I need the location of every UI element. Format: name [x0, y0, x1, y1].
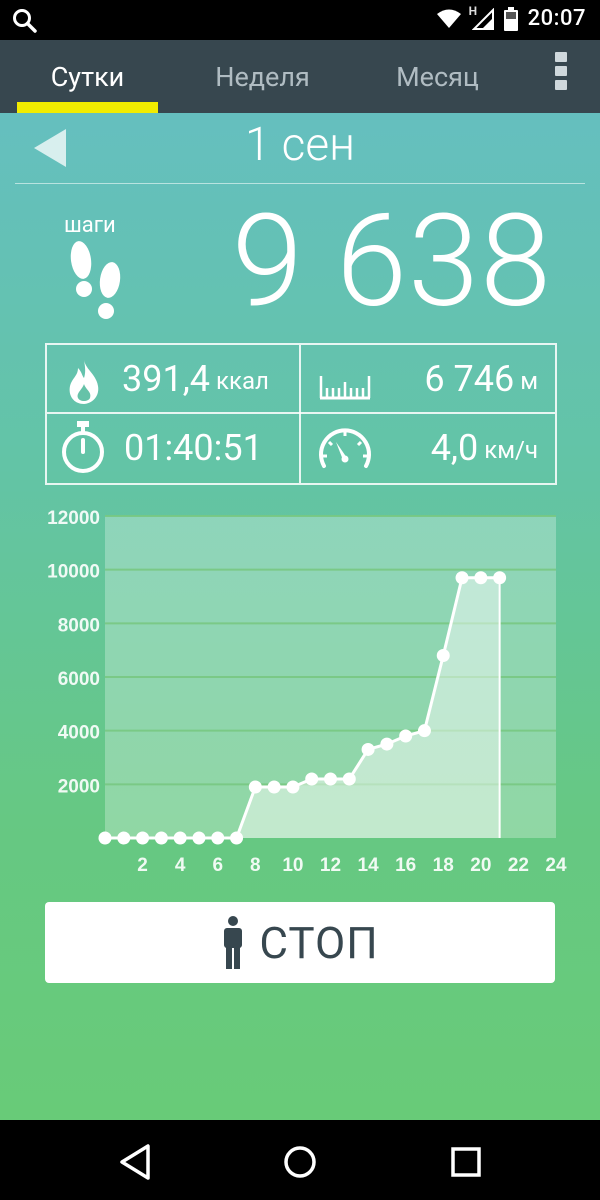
chart-data-point [305, 772, 319, 786]
network-type-label: H [468, 3, 478, 18]
chart-x-tick-label: 8 [250, 855, 261, 876]
ruler-icon [319, 376, 371, 400]
stop-button[interactable]: СТОП [45, 902, 555, 983]
chart-series-area [105, 577, 500, 838]
calories-unit: ккал [216, 366, 269, 395]
chart-data-point [361, 742, 375, 756]
distance-value: 6 746 [424, 357, 515, 400]
chart-x-tick-label: 12 [320, 855, 341, 876]
stop-button-label: СТОП [259, 916, 379, 969]
footprints-icon [70, 241, 121, 319]
duration-value: 01:40:51 [124, 426, 263, 469]
chart-x-tick-label: 20 [470, 855, 491, 876]
chart-data-point [154, 831, 168, 845]
chart-x-tick-label: 6 [212, 855, 223, 876]
battery-icon [503, 6, 518, 31]
chart-x-tick-label: 16 [395, 855, 416, 876]
chart-data-point [173, 831, 187, 845]
speed-unit: км/ч [484, 435, 538, 464]
chart-data-point [324, 772, 337, 786]
chart-y-tick-label: 6000 [58, 669, 100, 690]
duration-stat: 01:40:51 [124, 414, 263, 481]
tab-month[interactable]: Месяц [396, 60, 479, 93]
speedometer-icon [319, 428, 371, 468]
signal-icon: H [469, 4, 494, 30]
chart-data-point [342, 772, 356, 786]
calories-stat: 391,4 ккал [122, 345, 269, 412]
current-date: 1 сен [244, 118, 356, 172]
chart-data-point [230, 831, 244, 845]
divider [15, 183, 585, 184]
distance-stat: 6 746 м [300, 345, 538, 412]
chart-data-point [493, 571, 507, 585]
speed-value: 4,0 [430, 426, 479, 469]
wifi-icon [436, 9, 461, 28]
steps-count: 9 638 [231, 187, 552, 337]
chart-data-point [436, 649, 450, 663]
home-nav-icon[interactable] [280, 1142, 320, 1182]
back-nav-icon[interactable] [116, 1142, 156, 1182]
chart-x-tick-label: 22 [508, 855, 529, 876]
chart-y-tick-label: 4000 [58, 723, 100, 744]
chart-data-point [399, 729, 413, 743]
chart-data-point [211, 831, 225, 845]
search-icon[interactable] [12, 8, 38, 34]
speed-stat: 4,0 км/ч [300, 414, 538, 481]
chart-x-tick-label: 2 [137, 855, 148, 876]
stopwatch-icon [62, 421, 104, 473]
chart-y-tick-label: 2000 [58, 776, 100, 797]
tab-day[interactable]: Сутки [50, 60, 125, 93]
chart-data-point [380, 737, 394, 751]
chart-data-point [248, 780, 262, 794]
recents-nav-icon[interactable] [446, 1142, 486, 1182]
chart-data-point [117, 831, 131, 845]
overflow-menu-icon[interactable] [555, 52, 569, 94]
chart-y-tick-label: 12000 [47, 508, 100, 529]
tab-bar [0, 40, 600, 113]
tab-week[interactable]: Неделя [215, 60, 310, 93]
chart-y-tick-label: 8000 [58, 615, 100, 636]
chart-x-tick-label: 4 [175, 855, 186, 876]
chart-x-tick-label: 10 [282, 855, 303, 876]
distance-unit: м [520, 366, 538, 395]
system-nav-bar [0, 1120, 600, 1200]
chart-y-tick-label: 10000 [47, 562, 100, 583]
chart-x-tick-label: 14 [358, 855, 380, 876]
chart-data-point [286, 780, 300, 794]
stats-grid [45, 343, 557, 485]
chart-series-line [105, 576, 500, 840]
active-tab-indicator [17, 102, 158, 113]
chart-data-point [136, 831, 150, 845]
chart-x-tick-label: 24 [545, 855, 567, 876]
chart-data-point [98, 831, 112, 845]
steps-label: шаги [64, 213, 116, 238]
chart-data-point [267, 780, 281, 794]
chart-data-point [455, 571, 469, 585]
previous-date-arrow-icon[interactable] [30, 127, 70, 169]
status-time: 20:07 [527, 6, 586, 31]
fire-icon [69, 360, 99, 404]
status-bar: H 20:07 [0, 0, 600, 40]
chart-data-point [192, 831, 206, 845]
walking-person-icon [224, 915, 243, 969]
chart-x-tick-label: 18 [433, 855, 454, 876]
calories-value: 391,4 [122, 357, 211, 400]
chart-data-point [474, 571, 488, 585]
chart-data-point [417, 724, 431, 738]
